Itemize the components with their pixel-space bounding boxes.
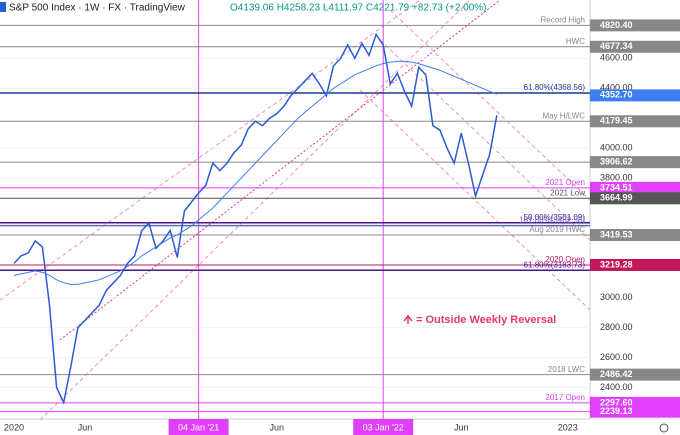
x-tick-label: 2020 [4, 422, 24, 432]
channel-line [59, 0, 501, 341]
level-name: 2021 Open [545, 178, 585, 187]
chart-title: S&P 500 Index · 1W · FX · TradingView [9, 3, 186, 14]
level-badge [590, 115, 680, 128]
settings-icon[interactable] [659, 423, 669, 433]
level-name: 2017 Open [545, 393, 585, 402]
x-tick-label: Jun [78, 422, 93, 432]
level-badge [590, 405, 680, 418]
level-badge [590, 258, 680, 271]
y-tick-label: 3800.00 [600, 172, 633, 182]
legend-note: = Outside Weekly Reversal [416, 314, 556, 326]
level-badge [590, 156, 680, 169]
level-badge-label: 2239.13 [600, 406, 633, 416]
level-badge-label: 3664.99 [600, 193, 633, 203]
y-tick-label: 2800.00 [600, 322, 633, 332]
level-badge-label: 3419.53 [600, 229, 633, 239]
level-badge [590, 229, 680, 242]
series-line [13, 32, 498, 405]
level-name: Record High [541, 15, 585, 24]
x-tick-label: 04 Jan '21 [178, 422, 219, 432]
level-name: 2020 Open [545, 255, 585, 264]
x-tick-label: Jun [454, 422, 469, 432]
channel-line [379, 39, 591, 241]
y-tick-label: 4400.00 [600, 83, 633, 93]
y-tick-label: 4000.00 [600, 143, 633, 153]
level-name: Aug 2019 HWC [529, 225, 585, 234]
y-tick-label: 2600.00 [600, 352, 633, 362]
y-tick-label: 4600.00 [600, 53, 633, 63]
x-tick-label: 2023 [558, 422, 578, 432]
level-name: HWC [566, 37, 585, 46]
level-badge-label: 3219.28 [600, 259, 633, 269]
y-tick-label: 2400.00 [600, 382, 633, 392]
level-badge-label: 3906.62 [600, 156, 633, 166]
x-tick-label: 03 Jan '22 [363, 422, 404, 432]
level-name: 2021 Low [550, 188, 585, 197]
marker-box [353, 419, 414, 435]
level-badge-label: 4677.34 [600, 41, 633, 51]
y-tick-label: 3000.00 [600, 292, 633, 302]
level-name: 161.80%(3482.58) [519, 216, 585, 225]
ohlc: O4139.06 H4258.23 L4111.97 C4221.79 +82.… [230, 3, 487, 14]
level-badge [590, 192, 680, 205]
level-name: May H/LWC [542, 111, 585, 120]
level-name: 2018 LWC [548, 365, 585, 374]
level-badge [590, 40, 680, 53]
symbol-icon [0, 2, 6, 12]
level-name: 61.80%(3183.73) [524, 260, 586, 269]
last-value-badge [590, 89, 680, 102]
level-badge-label: 4820.40 [600, 20, 633, 30]
level-badge-label: 4179.45 [600, 116, 633, 126]
legend-arrow [403, 314, 413, 324]
level-badge [590, 368, 680, 381]
level-badge-label: 3734.51 [600, 182, 633, 192]
level-badge-label: 2486.42 [600, 369, 633, 379]
series-line [13, 60, 497, 285]
marker-box [168, 419, 229, 435]
level-badge [590, 181, 680, 194]
channel-line [39, 0, 471, 421]
level-badge-label: 2297.60 [600, 397, 633, 407]
level-name: 50.00%(3501.09) [524, 213, 586, 222]
last-value-label: 4352.70 [600, 90, 633, 100]
level-name: 61.80%(4368.56) [524, 83, 586, 92]
level-badge [590, 19, 680, 32]
channel-line [389, 9, 591, 201]
x-tick-label: Jun [269, 422, 284, 432]
